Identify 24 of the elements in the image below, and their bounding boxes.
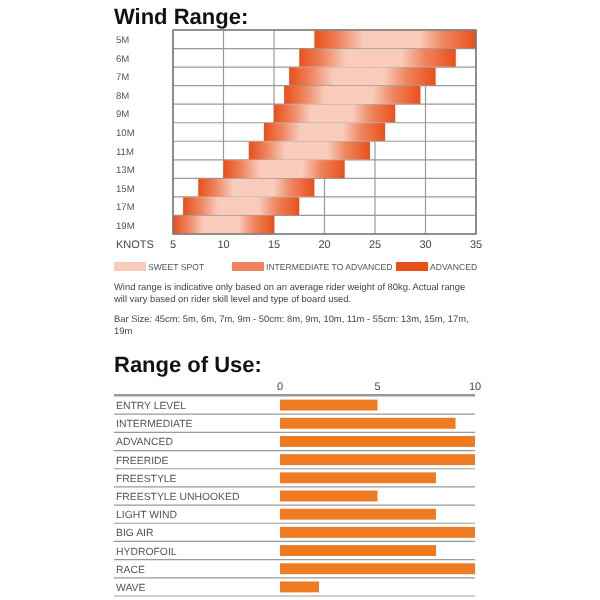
bar xyxy=(280,545,436,556)
bar xyxy=(223,160,345,178)
bar xyxy=(248,141,370,160)
bar xyxy=(280,454,475,466)
bar xyxy=(280,417,456,429)
bar xyxy=(280,563,475,575)
chart-title: Wind Range: xyxy=(114,6,249,30)
chart-title: Range of Use: xyxy=(114,354,262,378)
bar xyxy=(173,215,274,234)
bar xyxy=(280,581,319,593)
bar xyxy=(289,67,436,86)
bar xyxy=(280,399,378,411)
bar xyxy=(280,490,378,502)
bar xyxy=(280,526,475,538)
bar xyxy=(280,436,475,447)
bar xyxy=(280,508,436,520)
bar xyxy=(274,104,396,123)
bar xyxy=(299,48,456,67)
bar xyxy=(263,123,386,141)
bar xyxy=(284,86,421,104)
bar xyxy=(314,30,476,49)
bar xyxy=(198,178,315,197)
bar xyxy=(183,197,300,216)
bar xyxy=(280,472,436,484)
